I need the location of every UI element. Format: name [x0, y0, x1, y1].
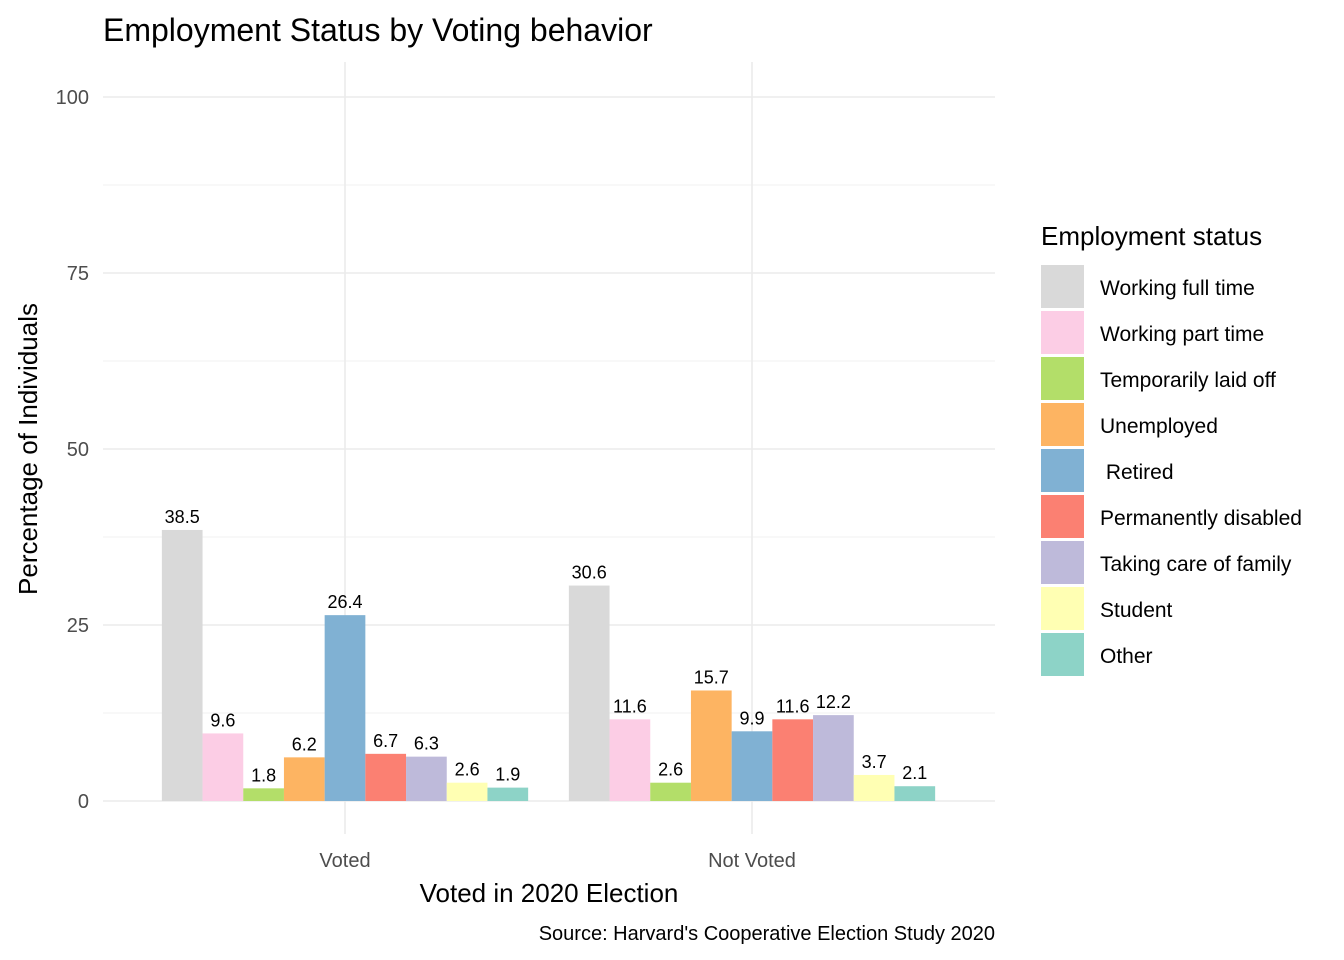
- legend-swatch: [1041, 403, 1084, 446]
- bar: [487, 787, 529, 801]
- bar: [365, 753, 407, 801]
- bar: [202, 733, 244, 801]
- bar-value-label: 3.7: [862, 752, 887, 772]
- bars: [161, 529, 936, 801]
- bar-value-label: 2.1: [902, 763, 927, 783]
- bar-value-label: 9.9: [739, 708, 764, 728]
- legend-label: Working part time: [1100, 323, 1264, 346]
- bar: [650, 782, 691, 801]
- legend-label: Working full time: [1100, 277, 1255, 300]
- bar: [731, 731, 773, 801]
- y-axis-title: Percentage of Individuals: [13, 303, 43, 595]
- bar: [243, 788, 284, 801]
- legend-swatch: [1041, 357, 1084, 400]
- bar: [283, 757, 325, 801]
- legend-label: Retired: [1100, 461, 1174, 484]
- y-tick-label: 25: [67, 615, 89, 637]
- x-tick-label: Not Voted: [708, 850, 796, 872]
- legend-swatch: [1041, 311, 1084, 354]
- legend-swatch: [1041, 587, 1084, 630]
- legend-swatch: [1041, 633, 1084, 676]
- bar: [161, 529, 203, 801]
- chart-caption: Source: Harvard's Cooperative Election S…: [539, 923, 995, 945]
- bar-value-label: 9.6: [210, 710, 235, 730]
- x-tick-label: Voted: [319, 850, 370, 872]
- bar: [772, 719, 814, 801]
- bar-value-label: 2.6: [658, 760, 683, 780]
- legend-swatch: [1041, 541, 1084, 584]
- bar-value-label: 6.2: [292, 734, 317, 754]
- legend: Employment status Working full timeWorki…: [1041, 221, 1302, 676]
- bar-value-label: 6.7: [373, 731, 398, 751]
- bar: [690, 690, 732, 801]
- legend-label: Student: [1100, 599, 1173, 622]
- bar: [813, 715, 854, 801]
- bar-value-label: 26.4: [327, 592, 362, 612]
- legend-items: Working full time Working part time Tempor…: [1041, 265, 1302, 676]
- bar: [894, 786, 936, 801]
- y-tick-label: 100: [56, 87, 89, 109]
- bar: [853, 774, 895, 801]
- bar: [446, 782, 488, 801]
- legend-label: Temporarily laid off: [1100, 369, 1276, 392]
- bar-value-label: 1.8: [251, 765, 276, 785]
- bar-value-label: 6.3: [414, 734, 439, 754]
- legend-label: Unemployed: [1100, 415, 1218, 438]
- x-axis-title: Voted in 2020 Election: [420, 878, 679, 908]
- y-tick-labels: 0 25 50 75 100: [56, 87, 89, 813]
- bar-value-label: 1.9: [495, 765, 520, 785]
- grid: [103, 62, 995, 834]
- legend-label: Permanently disabled: [1100, 507, 1302, 530]
- bar-value-label: 11.6: [613, 696, 647, 716]
- legend-label: Taking care of family: [1100, 553, 1292, 576]
- bar: [406, 756, 447, 801]
- legend-swatch: [1041, 449, 1084, 492]
- bar: [568, 585, 610, 801]
- legend-title: Employment status: [1041, 221, 1262, 251]
- bar-value-label: 12.2: [816, 692, 851, 712]
- bar: [609, 719, 651, 801]
- bar: [324, 615, 366, 801]
- bar-labels: 38.5 9.6 1.8 6.2 26.4 6.7 6.3 2.6 1.9 30.6 11.6 2.6…: [165, 507, 928, 785]
- bar-value-label: 30.6: [572, 563, 607, 583]
- bar-value-label: 15.7: [694, 667, 729, 687]
- y-tick-label: 75: [67, 263, 89, 285]
- y-tick-label: 50: [67, 439, 89, 461]
- bar-value-label: 38.5: [165, 507, 200, 527]
- x-tick-labels: Voted Not Voted: [319, 850, 796, 872]
- chart-title: Employment Status by Voting behavior: [103, 12, 653, 48]
- bar-value-label: 2.6: [455, 760, 480, 780]
- legend-label: Other: [1100, 645, 1153, 668]
- legend-swatch: [1041, 265, 1084, 308]
- bar-value-label: 11.6: [776, 696, 810, 716]
- y-tick-label: 0: [78, 791, 89, 813]
- legend-swatch: [1041, 495, 1084, 538]
